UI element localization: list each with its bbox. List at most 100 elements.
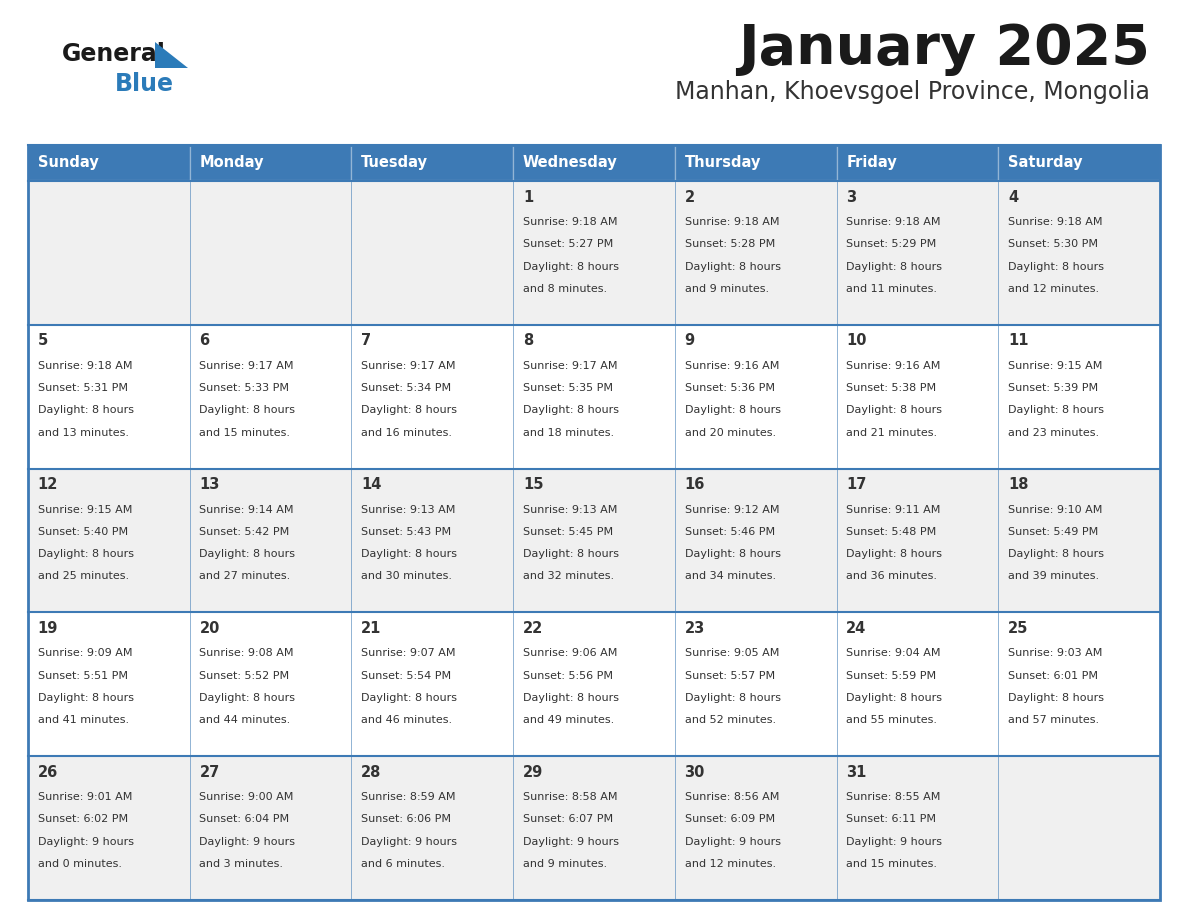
- Text: Sunrise: 9:18 AM: Sunrise: 9:18 AM: [1007, 217, 1102, 227]
- Text: Sunrise: 9:17 AM: Sunrise: 9:17 AM: [523, 361, 618, 371]
- Text: Sunrise: 9:10 AM: Sunrise: 9:10 AM: [1007, 505, 1102, 515]
- Bar: [352, 468, 513, 612]
- Text: and 44 minutes.: and 44 minutes.: [200, 715, 291, 725]
- Text: Sunset: 5:49 PM: Sunset: 5:49 PM: [1007, 527, 1098, 537]
- Bar: [29, 612, 190, 756]
- Text: 9: 9: [684, 333, 695, 349]
- Bar: [675, 145, 836, 181]
- Text: Sunset: 6:01 PM: Sunset: 6:01 PM: [1007, 671, 1098, 680]
- Text: January 2025: January 2025: [738, 22, 1150, 76]
- Text: Sunset: 5:42 PM: Sunset: 5:42 PM: [200, 527, 290, 537]
- Bar: [513, 612, 675, 756]
- Text: and 39 minutes.: and 39 minutes.: [1007, 571, 1099, 581]
- Text: Daylight: 8 hours: Daylight: 8 hours: [523, 406, 619, 415]
- Text: and 32 minutes.: and 32 minutes.: [523, 571, 614, 581]
- Text: Daylight: 8 hours: Daylight: 8 hours: [1007, 262, 1104, 272]
- Text: Tuesday: Tuesday: [361, 155, 428, 171]
- Text: 21: 21: [361, 621, 381, 636]
- Text: and 11 minutes.: and 11 minutes.: [846, 284, 937, 294]
- Bar: [190, 181, 352, 325]
- Bar: [836, 325, 998, 468]
- Text: and 49 minutes.: and 49 minutes.: [523, 715, 614, 725]
- Text: and 9 minutes.: and 9 minutes.: [684, 284, 769, 294]
- Bar: [190, 468, 352, 612]
- Text: and 16 minutes.: and 16 minutes.: [361, 428, 453, 438]
- Text: 8: 8: [523, 333, 533, 349]
- Bar: [836, 145, 998, 181]
- Text: Daylight: 8 hours: Daylight: 8 hours: [684, 262, 781, 272]
- Text: 7: 7: [361, 333, 372, 349]
- Text: 3: 3: [846, 190, 857, 205]
- Bar: [675, 325, 836, 468]
- Text: 31: 31: [846, 765, 867, 779]
- Text: 13: 13: [200, 477, 220, 492]
- Text: 29: 29: [523, 765, 543, 779]
- Bar: [513, 181, 675, 325]
- Text: Sunset: 5:56 PM: Sunset: 5:56 PM: [523, 671, 613, 680]
- Text: Sunset: 5:35 PM: Sunset: 5:35 PM: [523, 383, 613, 393]
- Text: Sunset: 6:04 PM: Sunset: 6:04 PM: [200, 814, 290, 824]
- Text: Sunset: 5:45 PM: Sunset: 5:45 PM: [523, 527, 613, 537]
- Text: Sunrise: 8:55 AM: Sunrise: 8:55 AM: [846, 792, 941, 802]
- Text: and 52 minutes.: and 52 minutes.: [684, 715, 776, 725]
- Bar: [29, 756, 190, 900]
- Text: 10: 10: [846, 333, 867, 349]
- Text: Daylight: 9 hours: Daylight: 9 hours: [684, 836, 781, 846]
- Bar: [998, 145, 1159, 181]
- Bar: [29, 145, 1159, 900]
- Text: Sunrise: 9:17 AM: Sunrise: 9:17 AM: [200, 361, 293, 371]
- Text: Daylight: 8 hours: Daylight: 8 hours: [1007, 406, 1104, 415]
- Polygon shape: [154, 42, 188, 68]
- Text: 14: 14: [361, 477, 381, 492]
- Text: 26: 26: [38, 765, 58, 779]
- Text: Friday: Friday: [846, 155, 897, 171]
- Text: Saturday: Saturday: [1007, 155, 1082, 171]
- Bar: [29, 181, 190, 325]
- Text: and 46 minutes.: and 46 minutes.: [361, 715, 453, 725]
- Text: Sunrise: 9:13 AM: Sunrise: 9:13 AM: [361, 505, 455, 515]
- Text: 5: 5: [38, 333, 48, 349]
- Text: Sunset: 5:29 PM: Sunset: 5:29 PM: [846, 240, 936, 250]
- Text: Sunday: Sunday: [38, 155, 99, 171]
- Bar: [352, 756, 513, 900]
- Text: Daylight: 8 hours: Daylight: 8 hours: [200, 693, 296, 703]
- Bar: [29, 145, 190, 181]
- Text: Sunset: 5:34 PM: Sunset: 5:34 PM: [361, 383, 451, 393]
- Text: Sunrise: 9:00 AM: Sunrise: 9:00 AM: [200, 792, 293, 802]
- Text: Manhan, Khoevsgoel Province, Mongolia: Manhan, Khoevsgoel Province, Mongolia: [675, 80, 1150, 104]
- Text: Sunset: 5:51 PM: Sunset: 5:51 PM: [38, 671, 127, 680]
- Text: Daylight: 8 hours: Daylight: 8 hours: [361, 549, 457, 559]
- Text: 1: 1: [523, 190, 533, 205]
- Text: 22: 22: [523, 621, 543, 636]
- Text: Sunrise: 9:12 AM: Sunrise: 9:12 AM: [684, 505, 779, 515]
- Text: Thursday: Thursday: [684, 155, 762, 171]
- Text: and 12 minutes.: and 12 minutes.: [1007, 284, 1099, 294]
- Text: Sunrise: 9:01 AM: Sunrise: 9:01 AM: [38, 792, 132, 802]
- Text: 19: 19: [38, 621, 58, 636]
- Text: Sunrise: 9:06 AM: Sunrise: 9:06 AM: [523, 648, 618, 658]
- Bar: [836, 756, 998, 900]
- Text: Sunset: 5:36 PM: Sunset: 5:36 PM: [684, 383, 775, 393]
- Bar: [513, 756, 675, 900]
- Text: Daylight: 9 hours: Daylight: 9 hours: [200, 836, 296, 846]
- Text: 25: 25: [1007, 621, 1029, 636]
- Text: Sunrise: 9:09 AM: Sunrise: 9:09 AM: [38, 648, 132, 658]
- Text: and 57 minutes.: and 57 minutes.: [1007, 715, 1099, 725]
- Text: and 0 minutes.: and 0 minutes.: [38, 859, 121, 869]
- Text: Sunset: 6:09 PM: Sunset: 6:09 PM: [684, 814, 775, 824]
- Text: 4: 4: [1007, 190, 1018, 205]
- Text: Daylight: 8 hours: Daylight: 8 hours: [846, 406, 942, 415]
- Text: Daylight: 9 hours: Daylight: 9 hours: [361, 836, 457, 846]
- Text: Sunset: 5:43 PM: Sunset: 5:43 PM: [361, 527, 451, 537]
- Bar: [998, 468, 1159, 612]
- Text: Sunrise: 9:18 AM: Sunrise: 9:18 AM: [38, 361, 132, 371]
- Text: Daylight: 8 hours: Daylight: 8 hours: [1007, 693, 1104, 703]
- Text: Sunset: 5:48 PM: Sunset: 5:48 PM: [846, 527, 936, 537]
- Text: Blue: Blue: [115, 72, 173, 96]
- Text: Sunrise: 8:59 AM: Sunrise: 8:59 AM: [361, 792, 456, 802]
- Text: 15: 15: [523, 477, 543, 492]
- Text: Daylight: 8 hours: Daylight: 8 hours: [38, 549, 134, 559]
- Text: and 20 minutes.: and 20 minutes.: [684, 428, 776, 438]
- Bar: [29, 468, 190, 612]
- Text: Sunset: 5:30 PM: Sunset: 5:30 PM: [1007, 240, 1098, 250]
